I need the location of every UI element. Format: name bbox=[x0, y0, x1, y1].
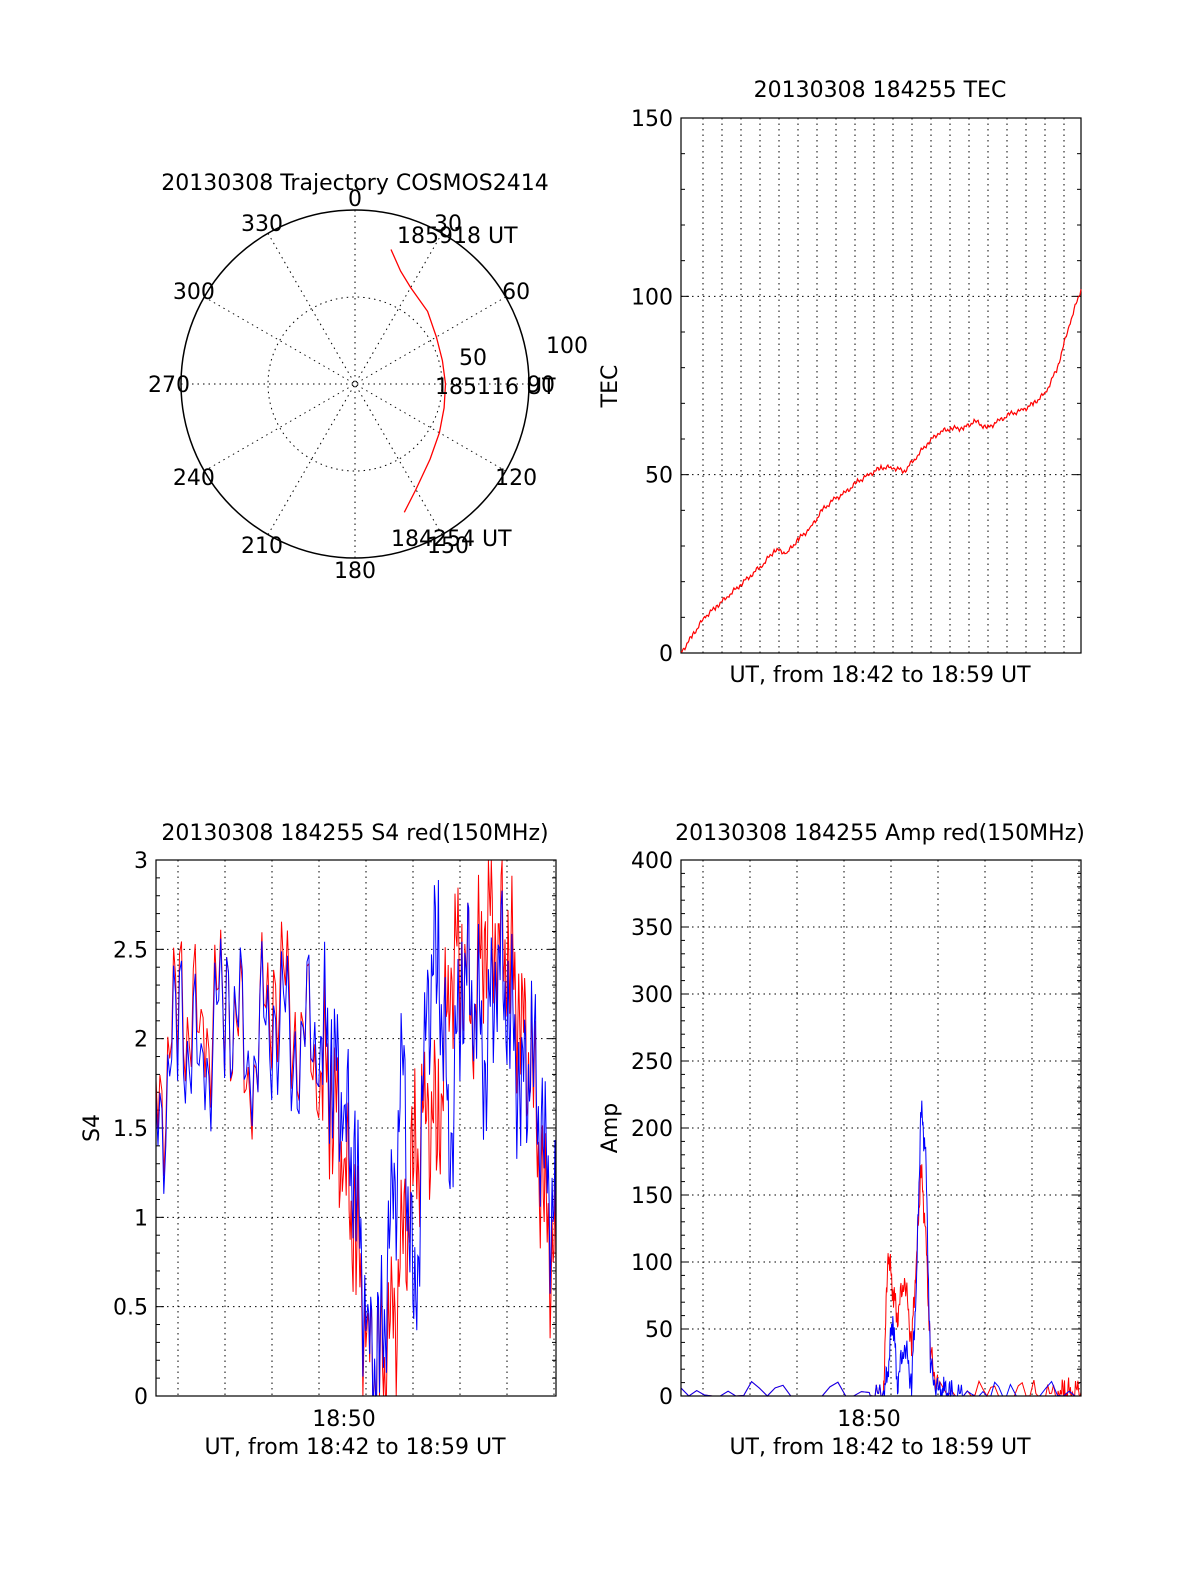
polar-angle-label: 300 bbox=[173, 280, 215, 305]
y-tick-label: 50 bbox=[645, 1318, 673, 1343]
amp-x-axis-label: UT, from 18:42 to 18:59 UT bbox=[729, 1435, 1031, 1460]
tec-grid bbox=[681, 118, 1081, 653]
y-tick-label: 200 bbox=[631, 1117, 673, 1142]
y-tick-label: 100 bbox=[631, 1251, 673, 1276]
series-line bbox=[155, 879, 557, 1397]
polar-angle-label: 330 bbox=[241, 212, 283, 237]
y-tick-label: 1.5 bbox=[113, 1117, 148, 1142]
amp-x-tick-label: 18:50 bbox=[837, 1407, 900, 1432]
y-tick-label: 0 bbox=[659, 1385, 673, 1410]
tec-title: 20130308 184255 TEC bbox=[754, 78, 1007, 103]
polar-angle-label: 240 bbox=[173, 466, 215, 491]
amp-y-axis-label: Amp bbox=[598, 1103, 623, 1153]
amp-title: 20130308 184255 Amp red(150MHz) bbox=[675, 821, 1085, 846]
tec-series-line bbox=[680, 289, 1082, 653]
polar-angle-label: 270 bbox=[148, 373, 190, 398]
y-tick-label: 100 bbox=[631, 285, 673, 310]
polar-angle-label: 0 bbox=[348, 187, 362, 212]
polar-angle-label: 180 bbox=[334, 559, 376, 584]
polar-angle-label: 210 bbox=[241, 534, 283, 559]
y-tick-label: 150 bbox=[631, 1184, 673, 1209]
series-line bbox=[680, 1100, 1081, 1398]
y-tick-label: 0 bbox=[659, 642, 673, 667]
trajectory-mid-label: 185116 UT bbox=[435, 375, 556, 400]
s4-series bbox=[155, 859, 557, 1397]
trajectory-line bbox=[390, 249, 447, 513]
s4-x-tick-label: 18:50 bbox=[312, 1407, 375, 1432]
amp-chart: 20130308 184255 Amp red(150MHz) 0 50 100 15… bbox=[598, 821, 1085, 1460]
y-tick-label: 250 bbox=[631, 1050, 673, 1075]
amp-series bbox=[680, 1100, 1082, 1398]
amp-plot-frame bbox=[680, 859, 1082, 1397]
polar-radius-label-50: 50 bbox=[459, 346, 487, 371]
s4-y-ticks: 0 0.5 1 1.5 2 2.5 3 bbox=[113, 849, 556, 1410]
s4-title: 20130308 184255 S4 red(150MHz) bbox=[161, 821, 548, 846]
polar-angle-label: 60 bbox=[502, 280, 530, 305]
amp-y-ticks: 0 50 100 150 200 250 300 350 400 bbox=[631, 849, 1081, 1410]
y-tick-label: 2 bbox=[134, 1028, 148, 1053]
polar-angle-label: 120 bbox=[495, 466, 537, 491]
series-line bbox=[155, 859, 557, 1397]
y-tick-label: 0.5 bbox=[113, 1296, 148, 1321]
polar-inner-ring bbox=[267, 296, 443, 472]
series-line bbox=[680, 1164, 1082, 1398]
polar-angle-label: 150 bbox=[427, 534, 469, 559]
s4-x-axis-label: UT, from 18:42 to 18:59 UT bbox=[204, 1435, 506, 1460]
polar-angle-label: 90 bbox=[527, 373, 555, 398]
y-tick-label: 2.5 bbox=[113, 938, 148, 963]
tec-y-ticks: 0 50 100 150 bbox=[631, 107, 1081, 667]
polar-radius-label-100: 100 bbox=[546, 334, 588, 359]
y-tick-label: 1 bbox=[134, 1206, 148, 1231]
y-tick-label: 350 bbox=[631, 916, 673, 941]
tec-x-axis-label: UT, from 18:42 to 18:59 UT bbox=[729, 663, 1031, 688]
y-tick-label: 150 bbox=[631, 107, 673, 132]
y-tick-label: 3 bbox=[134, 849, 148, 874]
y-tick-label: 0 bbox=[134, 1385, 148, 1410]
y-tick-label: 50 bbox=[645, 464, 673, 489]
tec-chart: 20130308 184255 TEC 0 50 100 150 UT, from 1… bbox=[598, 78, 1082, 688]
tec-plot-frame bbox=[680, 117, 1082, 654]
y-tick-label: 400 bbox=[631, 849, 673, 874]
amp-grid bbox=[681, 860, 1081, 1396]
polar-trajectory-chart: 20130308 Trajectory COSMOS2414 0 30 60 90 12… bbox=[148, 171, 588, 584]
y-tick-label: 300 bbox=[631, 983, 673, 1008]
polar-title: 20130308 Trajectory COSMOS2414 bbox=[161, 171, 548, 196]
s4-plot-frame bbox=[155, 859, 557, 1397]
trajectory-start-label: 184254 UT bbox=[391, 527, 512, 552]
trajectory-end-label: 185918 UT bbox=[397, 224, 518, 249]
s4-y-axis-label: S4 bbox=[80, 1114, 105, 1142]
tec-y-axis-label: TEC bbox=[598, 365, 623, 409]
polar-angle-label: 30 bbox=[434, 212, 462, 237]
s4-chart: 20130308 184255 S4 red(150MHz) 0 0.5 1 1.5 2… bbox=[80, 821, 557, 1460]
polar-angle-labels: 0 30 60 90 120 150 180 210 240 270 300 330 bbox=[148, 187, 555, 584]
